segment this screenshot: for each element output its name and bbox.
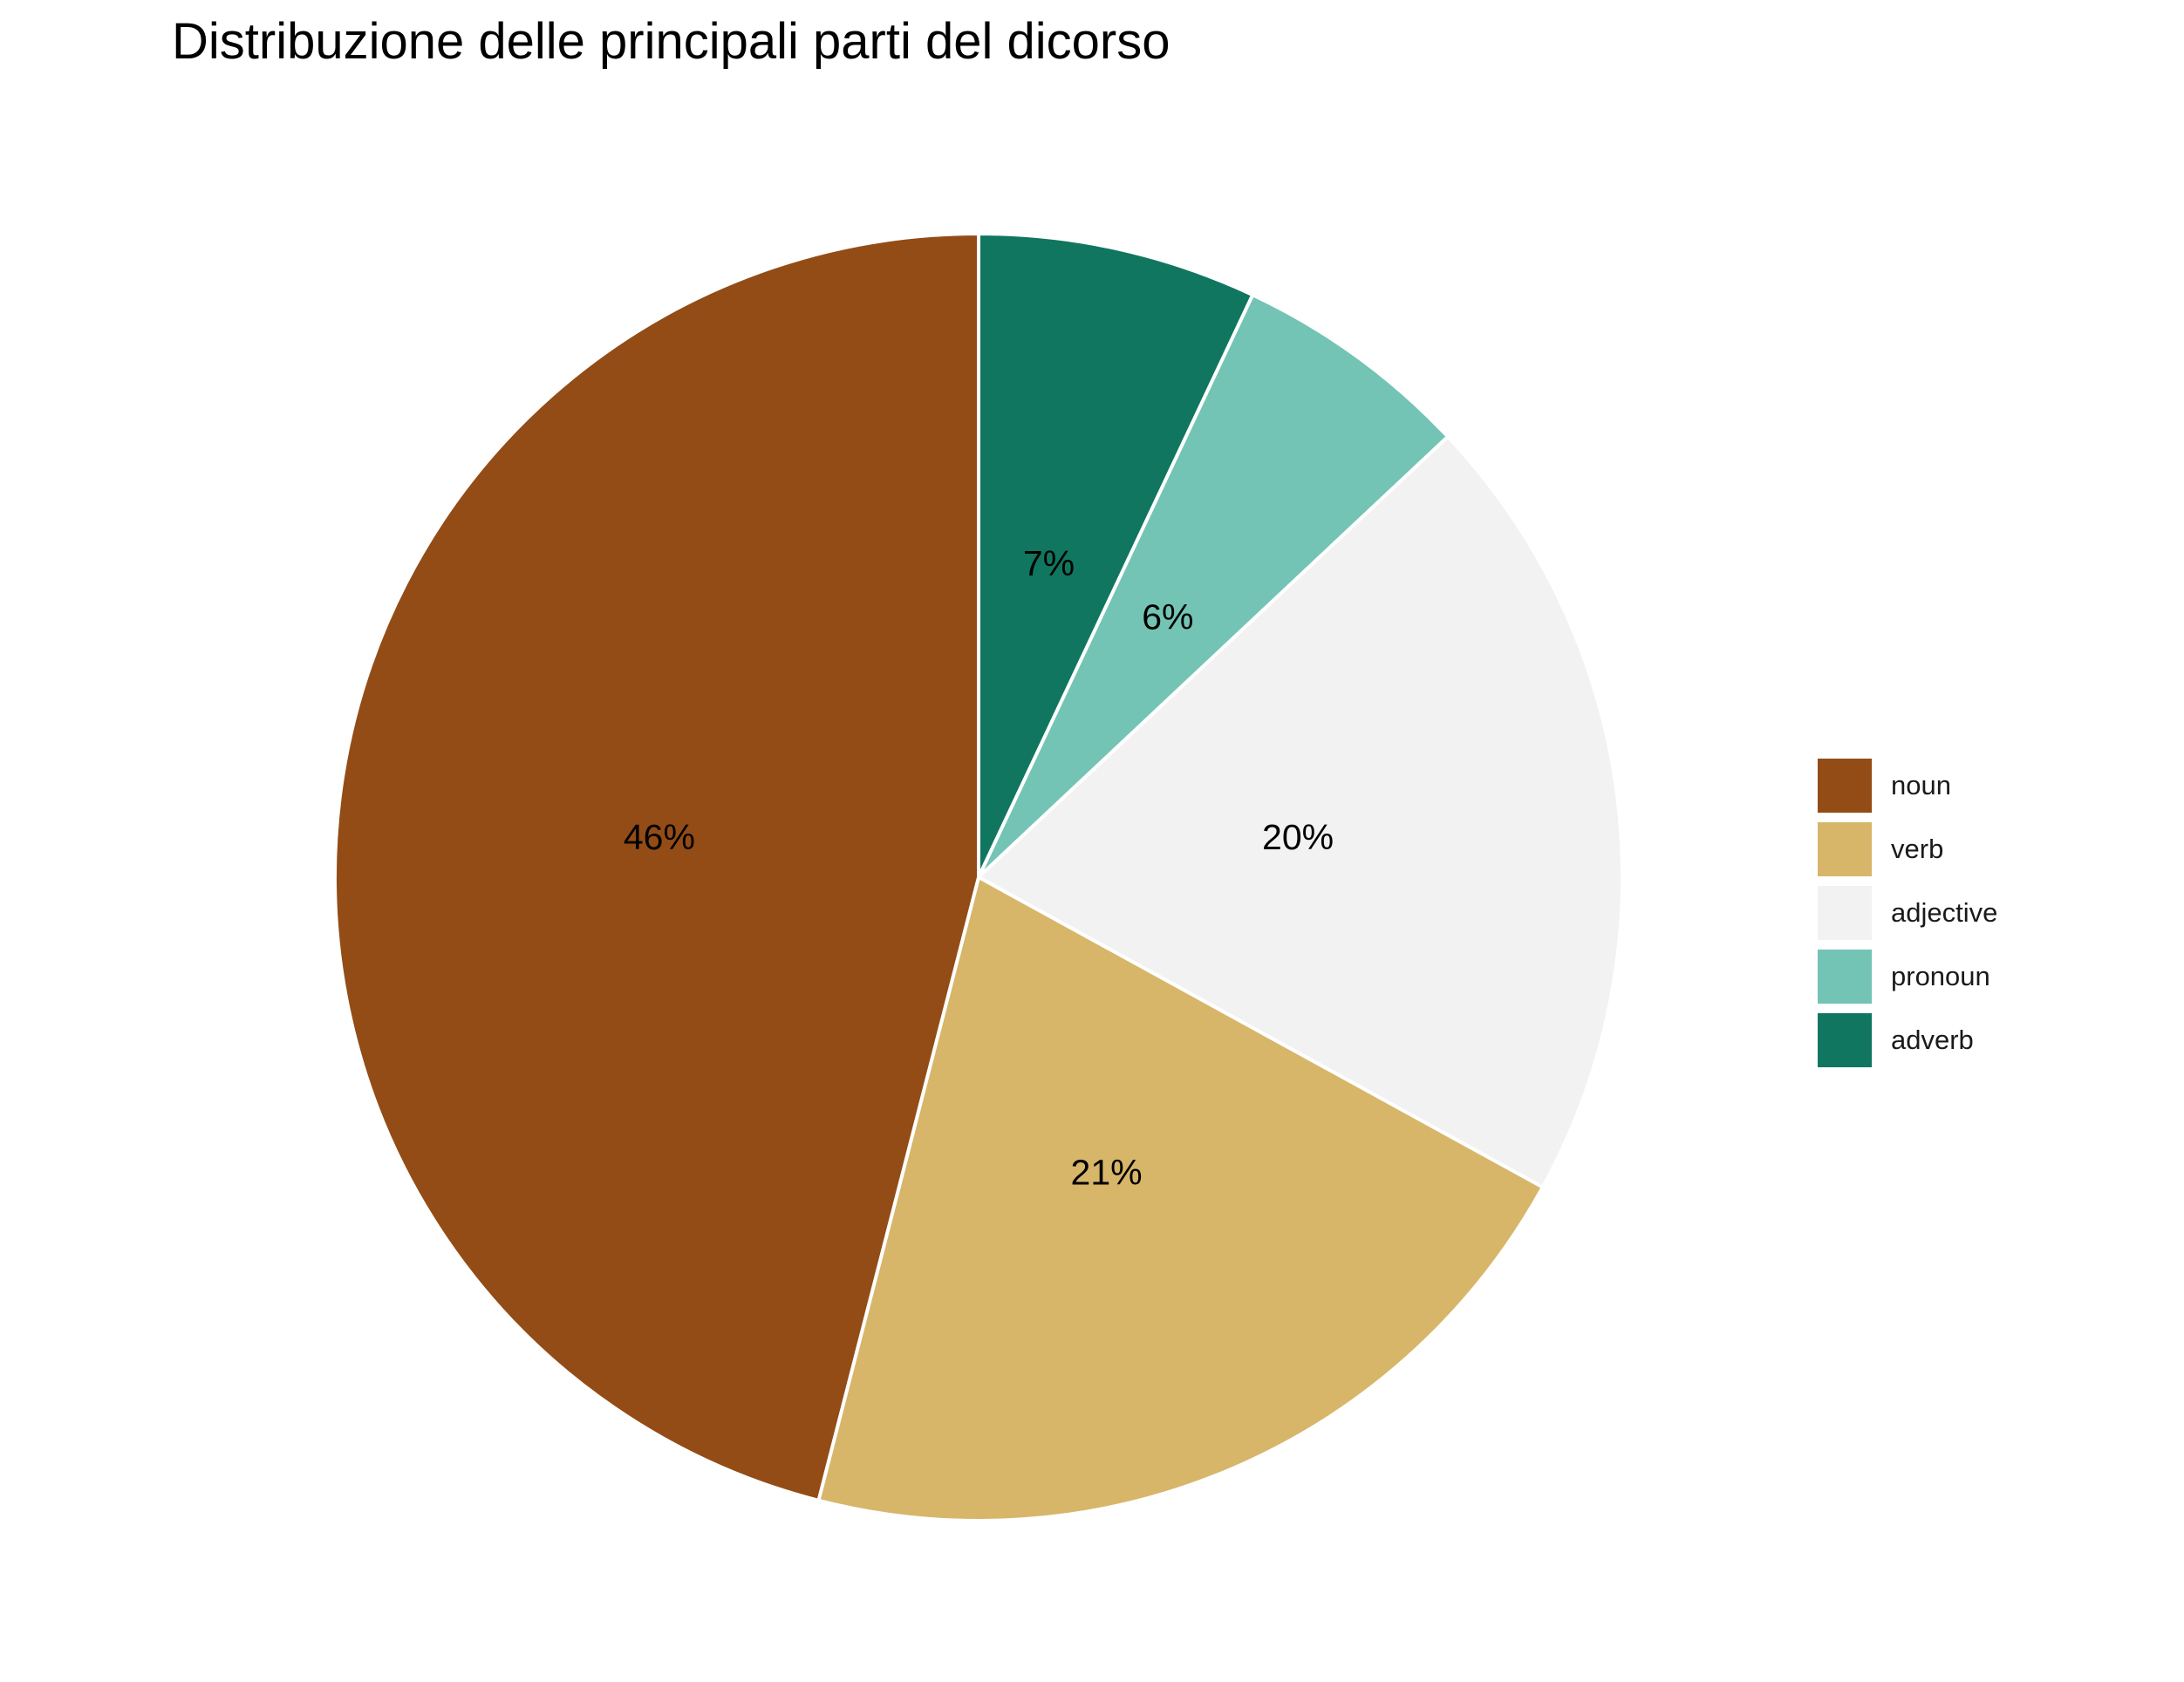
slice-label-adverb: 7% [1023, 543, 1075, 583]
pie-slice-noun [333, 232, 980, 1502]
slice-label-noun: 46% [624, 817, 695, 857]
legend-label-noun: noun [1891, 769, 1951, 800]
pie-slice-adverb [977, 232, 1255, 879]
legend-label-adverb: adverb [1891, 1024, 1974, 1055]
legend-item-adverb: adverb [1818, 1008, 1997, 1072]
legend-label-verb: verb [1891, 833, 1944, 864]
pie-slice-labels: 7% 6% 20% 21% 46% [624, 543, 1334, 1193]
slice-label-verb: 21% [1071, 1153, 1143, 1193]
legend: noun verb adjective pronoun adverb [1818, 753, 1997, 1072]
legend-swatch-noun [1818, 758, 1872, 813]
pie-slice-verb [816, 875, 1545, 1522]
legend-swatch-adjective [1818, 885, 1872, 940]
pie-slice-adjective [977, 434, 1624, 1189]
legend-label-pronoun: pronoun [1891, 960, 1990, 991]
chart-title: Distribuzione delle principali parti del… [172, 13, 1170, 70]
legend-item-noun: noun [1818, 753, 1997, 817]
legend-swatch-pronoun [1818, 949, 1872, 1004]
legend-item-pronoun: pronoun [1818, 944, 1997, 1008]
pie-slice-pronoun [977, 293, 1450, 879]
legend-item-verb: verb [1818, 817, 1997, 881]
slice-label-adjective: 20% [1262, 817, 1334, 857]
pie-slices [333, 232, 1624, 1522]
slice-label-pronoun: 6% [1142, 596, 1193, 637]
legend-label-adjective: adjective [1891, 896, 1998, 928]
legend-item-adjective: adjective [1818, 881, 1997, 944]
legend-swatch-adverb [1818, 1012, 1872, 1067]
legend-swatch-verb [1818, 821, 1872, 876]
